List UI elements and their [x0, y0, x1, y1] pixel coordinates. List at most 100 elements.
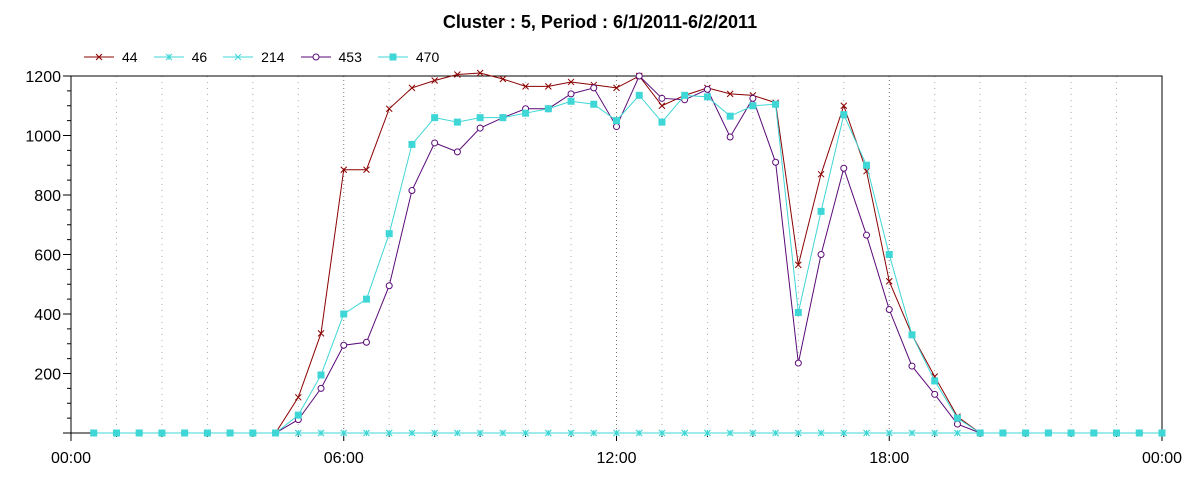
data-point — [431, 139, 439, 147]
data-point — [249, 429, 257, 437]
data-point — [453, 118, 461, 126]
data-point — [863, 231, 871, 239]
data-point — [681, 429, 689, 437]
data-point — [931, 390, 939, 398]
data-point — [613, 84, 620, 92]
y-tick-label: 1200 — [25, 69, 61, 86]
data-point — [499, 114, 507, 122]
data-point — [840, 111, 848, 119]
data-point — [885, 306, 893, 314]
legend: 44 46 214 453 470 — [82, 48, 453, 66]
data-point — [840, 429, 848, 437]
data-point — [840, 102, 848, 110]
data-point — [317, 329, 325, 337]
data-point — [863, 161, 871, 169]
legend-label: 470 — [415, 49, 440, 65]
data-point — [385, 105, 393, 113]
data-point — [385, 429, 393, 437]
legend-item-453: 453 — [299, 49, 362, 65]
data-point — [885, 277, 893, 285]
data-point — [1158, 429, 1166, 437]
legend-swatch — [300, 53, 331, 61]
data-point — [385, 282, 393, 290]
legend-label: 453 — [338, 49, 362, 65]
data-point — [567, 78, 575, 86]
data-point — [908, 362, 916, 370]
data-point — [635, 429, 643, 437]
data-point — [158, 429, 166, 437]
data-point — [476, 114, 484, 122]
data-point — [817, 429, 825, 437]
data-point — [954, 429, 961, 437]
data-point — [863, 429, 870, 437]
data-point — [931, 377, 939, 385]
legend-label: 44 — [122, 49, 138, 65]
data-point — [794, 429, 802, 437]
legend-item-470: 470 — [376, 49, 439, 65]
chart-title: Cluster : 5, Period : 6/1/2011-6/2/2011 — [442, 12, 758, 32]
legend-item-44: 44 — [82, 49, 138, 65]
data-point — [90, 429, 98, 437]
data-point — [362, 338, 370, 346]
data-point — [408, 84, 416, 92]
data-point — [317, 429, 325, 437]
data-point — [658, 94, 666, 102]
data-point — [658, 102, 666, 110]
legend-label: 46 — [191, 49, 208, 65]
data-point — [294, 429, 302, 437]
data-point — [613, 117, 620, 125]
data-point — [340, 166, 348, 174]
data-point — [1044, 429, 1052, 437]
data-point — [181, 429, 189, 437]
data-point — [453, 148, 461, 156]
data-point — [703, 85, 711, 93]
data-point — [794, 261, 802, 269]
data-point — [1067, 429, 1075, 437]
data-point — [363, 429, 370, 437]
legend-swatch — [223, 53, 254, 61]
data-point — [794, 359, 802, 367]
data-point — [522, 83, 529, 90]
legend-item-214: 214 — [221, 49, 285, 65]
data-point — [976, 429, 984, 437]
data-point — [1090, 429, 1098, 437]
data-point — [817, 170, 825, 178]
data-point — [431, 77, 439, 84]
data-point — [454, 429, 461, 437]
data-point — [931, 429, 939, 437]
data-point — [635, 72, 643, 80]
data-point — [635, 91, 643, 99]
legend-swatch — [153, 53, 184, 61]
data-point — [165, 53, 172, 61]
data-point — [885, 251, 893, 258]
data-point — [658, 118, 666, 126]
y-tick-label: 600 — [34, 248, 61, 265]
data-point — [794, 309, 802, 317]
data-point — [112, 429, 120, 437]
data-point — [953, 414, 961, 422]
data-point — [203, 429, 211, 437]
y-tick-label: 200 — [34, 367, 61, 384]
data-point — [385, 230, 393, 238]
data-point — [749, 94, 757, 102]
data-point — [95, 53, 103, 61]
data-point — [749, 102, 757, 110]
series-line — [93, 72, 1162, 434]
data-point — [726, 429, 734, 437]
data-point — [817, 251, 825, 258]
data-point — [908, 429, 916, 437]
x-tick-label: 06:00 — [324, 450, 364, 467]
data-point — [476, 124, 484, 132]
x-tick-label: 00:00 — [1142, 450, 1182, 467]
legend-swatch — [377, 53, 408, 61]
data-point — [234, 53, 242, 61]
data-point — [1022, 429, 1030, 437]
series-470 — [90, 91, 1166, 437]
data-point — [340, 310, 348, 318]
data-point — [590, 84, 598, 92]
data-point — [726, 90, 734, 98]
data-point — [658, 429, 666, 437]
data-point — [476, 69, 484, 77]
data-point — [1135, 429, 1143, 437]
